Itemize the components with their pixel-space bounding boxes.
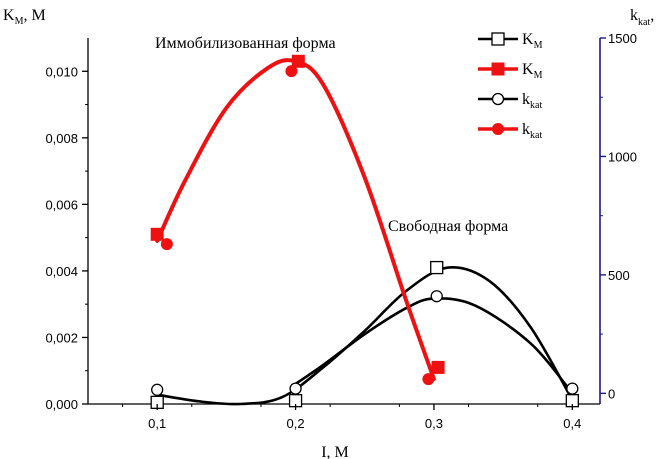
legend-label-free_km: KM [522,31,543,51]
fit-curves [155,58,574,406]
fit-curve-free-left [155,265,574,406]
data-markers [150,54,579,409]
data-point-imm_km [291,54,305,68]
x-tick-label: 0,1 [148,416,166,431]
data-point-imm_kkat [285,65,298,78]
x-axis-title: I, M [321,444,349,459]
annotation-immobilized: Иммобилизованная форма [155,35,336,52]
annotation-free: Свободная форма [388,218,508,235]
y-right-tick-label: 1000 [608,149,637,164]
y-left-tick-label: 0,010 [45,64,78,79]
data-point-free_kkat [151,383,164,396]
legend-marker-imm_km [491,62,505,76]
x-tick-label: 0,4 [563,416,581,431]
y-right-tick-label: 500 [608,268,630,283]
data-point-imm_km [431,360,445,374]
plot-frame [87,38,601,405]
data-point-free_kkat [566,382,579,395]
axes-ticks: 0,1 0,2 0,3 0,4 0,000 0,002 0,004 0,006 0,008 0,0… [45,31,636,431]
y-left-tick-label: 0,004 [45,264,78,279]
legend: KM KM kkat kkat [478,31,543,141]
legend-label-free_kkat: kkat [522,91,542,111]
fit-curve-free-right [294,297,574,395]
data-point-free_kkat [289,382,302,395]
y-right-axis-title: kkat, [630,7,654,28]
y-right-tick-label: 0 [608,386,615,401]
legend-marker-imm_kkat [492,123,504,135]
legend-marker-free_km [491,32,505,46]
x-tick-label: 0,3 [425,416,443,431]
x-tick-label: 0,2 [287,416,305,431]
legend-label-imm_km: KM [522,61,543,81]
y-left-axis-title: KM, M [3,7,46,27]
data-point-free_kkat [430,290,443,303]
legend-marker-free_kkat [491,92,505,106]
legend-label-imm_kkat: kkat [522,121,542,141]
data-point-free_km [430,260,444,275]
y-left-tick-label: 0,000 [45,397,78,412]
y-left-tick-label: 0,006 [45,197,78,212]
y-left-tick-label: 0,002 [45,330,78,345]
data-point-imm_km [150,227,164,241]
data-point-imm_kkat [422,373,435,386]
y-right-tick-label: 1500 [608,31,637,46]
data-point-imm_kkat [160,238,173,251]
y-left-tick-label: 0,008 [45,131,78,146]
